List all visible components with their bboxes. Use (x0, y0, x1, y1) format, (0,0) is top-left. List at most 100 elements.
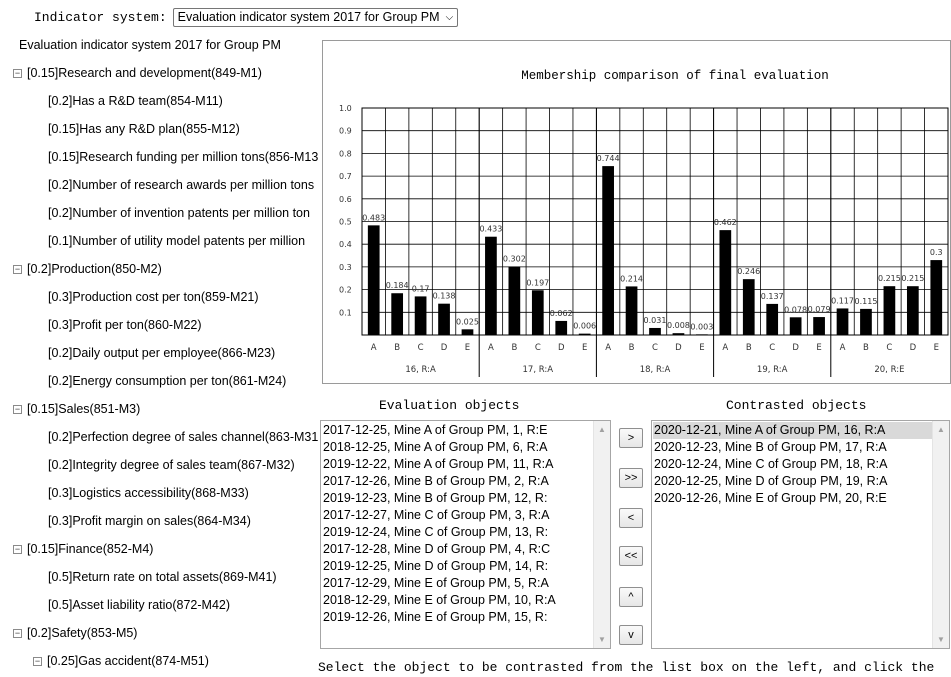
evaluation-objects-list[interactable]: 2017-12-25, Mine A of Group PM, 1, R:E 20… (320, 420, 611, 649)
x-tick-label: C (535, 343, 541, 353)
tree-node-item[interactable]: [0.3]Profit margin on sales(864-M34) (48, 513, 251, 529)
tree-node-group[interactable]: [0.2]Safety(853-M5) (13, 625, 137, 641)
tree-node-label: [0.15]Has any R&D plan(855-M12) (48, 122, 240, 136)
chart-title: Membership comparison of final evaluatio… (521, 69, 829, 83)
tree-node-group[interactable]: [0.15]Research and development(849-M1) (13, 65, 262, 81)
tree-node-item[interactable]: [0.25]Gas accident(874-M51) (33, 653, 209, 669)
tree-node-item[interactable]: [0.2]Integrity degree of sales team(867-… (48, 457, 295, 473)
collapse-toggle-icon[interactable] (13, 404, 22, 414)
bar-value-label: 0.3 (930, 248, 943, 257)
chevron-down-icon: ⌵ (445, 11, 454, 23)
tree-node-item[interactable]: [0.2]Daily output per employee(866-M23) (48, 345, 275, 361)
x-tick-label: E (816, 343, 821, 353)
collapse-toggle-icon[interactable] (13, 68, 22, 78)
tree-node-item[interactable]: [0.5]Return rate on total assets(869-M41… (48, 569, 277, 585)
list-item[interactable]: 2019-12-25, Mine D of Group PM, 14, R: (323, 559, 549, 573)
list-item[interactable]: 2018-12-25, Mine A of Group PM, 6, R:A (323, 440, 548, 454)
add-all-button[interactable]: >> (619, 468, 643, 488)
bar-value-label: 0.078 (784, 305, 807, 314)
tree-node-label: [0.3]Logistics accessibility(868-M33) (48, 486, 249, 500)
tree-node-group[interactable]: [0.2]Production(850-M2) (13, 261, 162, 277)
tree-node-item[interactable]: [0.15]Has any R&D plan(855-M12) (48, 121, 240, 137)
tree-node-item[interactable]: [0.2]Perfection degree of sales channel(… (48, 429, 318, 445)
tree-node-group[interactable]: [0.15]Finance(852-M4) (13, 541, 153, 557)
list-item[interactable]: 2019-12-22, Mine A of Group PM, 11, R:A (323, 457, 554, 471)
remove-button[interactable]: < (619, 508, 643, 528)
tree-node-label: [0.15]Finance(852-M4) (27, 542, 154, 556)
y-tick-label: 0.7 (339, 172, 352, 181)
collapse-toggle-icon[interactable] (33, 656, 42, 666)
bar-value-label: 0.433 (479, 225, 502, 234)
list-item[interactable]: 2017-12-27, Mine C of Group PM, 3, R:A (323, 508, 550, 522)
tree-node-group[interactable]: [0.15]Sales(851-M3) (13, 401, 140, 417)
bar (742, 279, 755, 335)
collapse-toggle-icon[interactable] (13, 544, 22, 554)
x-tick-label: C (652, 343, 658, 353)
bar-value-label: 0.137 (761, 292, 784, 301)
list-item[interactable]: 2017-12-26, Mine B of Group PM, 2, R:A (323, 474, 549, 488)
remove-all-button[interactable]: << (619, 546, 643, 566)
tree-node-item[interactable]: [0.3]Logistics accessibility(868-M33) (48, 485, 249, 501)
x-tick-label: B (629, 343, 635, 353)
scroll-down-icon[interactable]: ▼ (598, 635, 606, 644)
bar (531, 290, 544, 335)
x-tick-label: A (605, 343, 611, 353)
tree-node-label: [0.2]Has a R&D team(854-M11) (48, 94, 223, 108)
x-tick-label: E (465, 343, 470, 353)
scroll-up-icon[interactable]: ▲ (598, 425, 606, 434)
move-down-button[interactable]: v (619, 625, 643, 645)
bar (367, 225, 380, 335)
bar-value-label: 0.006 (573, 322, 596, 331)
group-label: 16, R:A (405, 365, 436, 375)
tree-node-item[interactable]: [0.2]Number of research awards per milli… (48, 177, 314, 193)
tree-node-item[interactable]: [0.3]Profit per ton(860-M22) (48, 317, 202, 333)
tree-node-label: [0.2]Production(850-M2) (27, 262, 162, 276)
tree-node-item[interactable]: [0.2]Energy consumption per ton(861-M24) (48, 373, 286, 389)
list-item[interactable]: 2018-12-29, Mine E of Group PM, 10, R:A (323, 593, 556, 607)
bar-value-label: 0.115 (855, 297, 878, 306)
list-item[interactable]: 2019-12-23, Mine B of Group PM, 12, R: (323, 491, 548, 505)
list-item[interactable]: 2020-12-21, Mine A of Group PM, 16, R:A (653, 422, 932, 439)
tree-node-item[interactable]: [0.5]Asset liability ratio(872-M42) (48, 597, 230, 613)
tree-node-item[interactable]: [0.2]Has a R&D team(854-M11) (48, 93, 223, 109)
evaluation-list-scrollbar[interactable]: ▲ ▼ (593, 421, 610, 648)
x-tick-label: C (769, 343, 775, 353)
bar (602, 166, 614, 335)
indicator-system-select[interactable]: Evaluation indicator system 2017 for Gro… (172, 7, 459, 27)
list-item[interactable]: 2017-12-29, Mine E of Group PM, 5, R:A (323, 576, 549, 590)
bar-value-label: 0.025 (456, 317, 479, 326)
bar (906, 286, 919, 335)
list-item[interactable]: 2019-12-24, Mine C of Group PM, 13, R: (323, 525, 549, 539)
list-item[interactable]: 2020-12-24, Mine C of Group PM, 18, R:A (654, 457, 888, 471)
list-item[interactable]: 2020-12-23, Mine B of Group PM, 17, R:A (654, 440, 887, 454)
list-item[interactable]: 2020-12-26, Mine E of Group PM, 20, R:E (654, 491, 887, 505)
x-tick-label: E (934, 343, 939, 353)
group-label: 18, R:A (640, 365, 671, 375)
scroll-down-icon[interactable]: ▼ (937, 635, 945, 644)
collapse-toggle-icon[interactable] (13, 628, 22, 638)
list-item[interactable]: 2017-12-25, Mine A of Group PM, 1, R:E (323, 423, 548, 437)
tree-node-label: [0.1]Number of utility model patents per… (48, 234, 306, 248)
bar-value-label: 0.17 (412, 284, 430, 293)
list-item[interactable]: 2017-12-28, Mine D of Group PM, 4, R:C (323, 542, 551, 556)
tree-node-label: [0.2]Daily output per employee(866-M23) (48, 346, 276, 360)
tree-node-item[interactable]: [0.15]Research funding per million tons(… (48, 149, 318, 165)
bar (461, 329, 474, 335)
contrasted-objects-list[interactable]: 2020-12-21, Mine A of Group PM, 16, R:A 2… (651, 420, 950, 649)
add-button[interactable]: > (619, 428, 643, 448)
contrasted-list-scrollbar[interactable]: ▲ ▼ (932, 421, 949, 648)
tree-node-item[interactable]: [0.3]Production cost per ton(859-M21) (48, 289, 259, 305)
list-item[interactable]: 2019-12-26, Mine E of Group PM, 15, R: (323, 610, 548, 624)
list-item[interactable]: 2020-12-25, Mine D of Group PM, 19, R:A (654, 474, 888, 488)
tree-node-item[interactable]: [0.1]Number of utility model patents per… (48, 233, 305, 249)
bar (625, 286, 638, 335)
tree-node-item[interactable]: [0.2]Number of invention patents per mil… (48, 205, 310, 221)
x-tick-label: D (910, 343, 917, 353)
x-tick-label: D (441, 343, 448, 353)
tree-node-label: [0.5]Return rate on total assets(869-M41… (48, 570, 277, 584)
bar (391, 293, 404, 335)
bar (485, 236, 497, 335)
collapse-toggle-icon[interactable] (13, 264, 22, 274)
scroll-up-icon[interactable]: ▲ (937, 425, 945, 434)
move-up-button[interactable]: ^ (619, 587, 643, 607)
